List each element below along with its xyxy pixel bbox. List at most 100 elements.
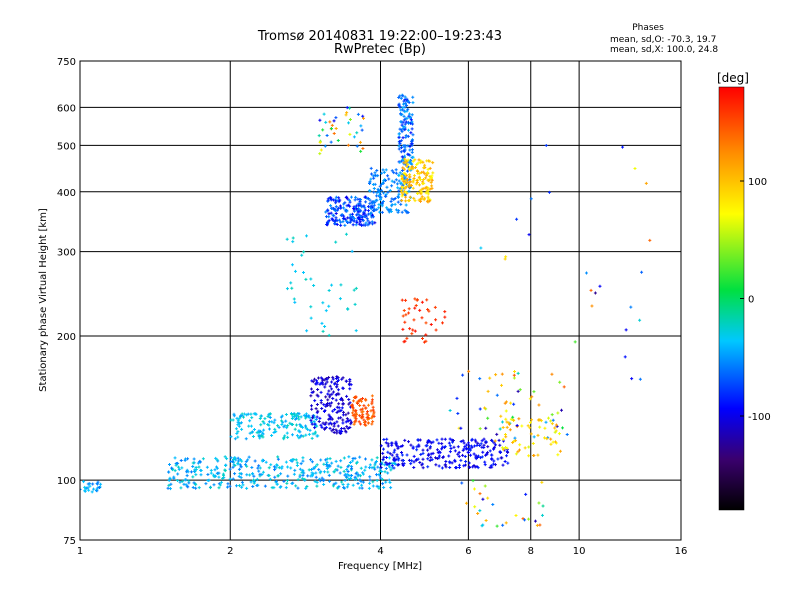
data-point bbox=[355, 460, 359, 464]
data-point bbox=[199, 468, 203, 472]
data-point bbox=[351, 399, 355, 403]
data-point bbox=[410, 127, 414, 131]
data-point bbox=[180, 479, 184, 483]
data-point bbox=[418, 461, 422, 465]
data-point bbox=[412, 454, 416, 458]
data-point bbox=[424, 191, 428, 195]
data-point bbox=[394, 168, 398, 172]
data-point bbox=[341, 421, 345, 425]
data-point bbox=[412, 196, 416, 200]
data-point bbox=[420, 195, 424, 199]
data-point bbox=[333, 222, 337, 226]
data-point bbox=[373, 463, 377, 467]
data-point bbox=[291, 423, 295, 427]
data-point bbox=[255, 477, 259, 481]
data-point bbox=[237, 459, 241, 463]
data-point bbox=[338, 429, 342, 433]
data-point bbox=[397, 189, 401, 193]
data-point bbox=[268, 416, 272, 419]
data-point bbox=[334, 201, 338, 205]
data-point bbox=[410, 459, 414, 463]
data-point bbox=[370, 458, 374, 462]
data-point bbox=[420, 337, 424, 341]
data-point bbox=[377, 203, 381, 207]
data-point bbox=[511, 418, 515, 422]
data-point bbox=[483, 460, 487, 464]
data-point bbox=[497, 438, 501, 442]
data-point bbox=[178, 480, 182, 484]
data-point bbox=[384, 441, 388, 445]
data-point bbox=[342, 216, 346, 220]
data-point bbox=[292, 297, 296, 301]
data-point bbox=[405, 336, 409, 340]
data-point bbox=[298, 467, 302, 471]
data-point bbox=[624, 328, 628, 332]
data-point bbox=[328, 384, 332, 388]
data-point bbox=[348, 221, 352, 225]
data-point bbox=[504, 409, 508, 413]
data-point bbox=[514, 439, 518, 443]
data-point bbox=[403, 154, 407, 158]
data-point bbox=[623, 355, 627, 359]
data-point bbox=[320, 321, 324, 325]
data-point bbox=[353, 198, 357, 202]
data-point bbox=[509, 401, 513, 405]
data-point bbox=[266, 423, 270, 427]
data-point bbox=[480, 439, 484, 443]
data-point bbox=[504, 417, 508, 421]
data-point bbox=[550, 372, 554, 376]
data-point bbox=[377, 189, 381, 193]
data-point bbox=[340, 377, 344, 381]
data-point bbox=[284, 419, 288, 423]
data-point bbox=[396, 445, 400, 449]
data-point bbox=[179, 458, 183, 462]
data-point bbox=[398, 127, 402, 131]
data-point bbox=[330, 429, 334, 433]
data-point bbox=[339, 416, 343, 420]
data-point bbox=[410, 148, 414, 152]
data-point bbox=[285, 479, 289, 483]
data-point bbox=[318, 152, 322, 156]
data-point bbox=[368, 478, 372, 482]
data-point bbox=[244, 460, 248, 464]
data-point bbox=[367, 421, 371, 425]
data-point bbox=[551, 418, 555, 422]
data-point bbox=[289, 458, 293, 462]
data-point bbox=[407, 175, 411, 179]
data-point bbox=[379, 195, 383, 199]
data-point bbox=[420, 463, 424, 467]
data-point bbox=[309, 458, 313, 462]
data-point bbox=[209, 471, 213, 475]
data-point bbox=[285, 426, 289, 430]
data-point bbox=[338, 297, 342, 301]
data-point bbox=[424, 339, 428, 343]
data-point bbox=[249, 480, 253, 484]
data-point bbox=[372, 187, 376, 191]
data-point bbox=[400, 451, 404, 455]
data-point bbox=[280, 465, 284, 469]
data-point bbox=[313, 426, 317, 430]
data-point bbox=[292, 458, 296, 462]
data-point bbox=[438, 451, 442, 455]
data-point bbox=[464, 459, 468, 463]
data-point bbox=[335, 431, 339, 435]
data-point bbox=[485, 452, 489, 456]
data-point bbox=[345, 485, 349, 489]
data-point bbox=[267, 420, 271, 424]
data-point bbox=[421, 182, 425, 186]
data-point bbox=[447, 441, 451, 445]
data-point bbox=[86, 482, 90, 486]
data-point bbox=[346, 465, 350, 469]
data-point bbox=[430, 186, 434, 190]
data-point bbox=[505, 454, 509, 458]
data-point bbox=[321, 382, 325, 386]
data-point bbox=[310, 436, 314, 440]
data-point bbox=[345, 106, 349, 110]
data-point bbox=[299, 434, 303, 438]
data-point bbox=[95, 487, 99, 491]
data-point bbox=[513, 436, 517, 440]
data-point bbox=[494, 373, 498, 377]
x-axis-label: Frequency [MHz] bbox=[338, 561, 422, 572]
data-point bbox=[448, 408, 452, 412]
data-point bbox=[307, 414, 311, 418]
